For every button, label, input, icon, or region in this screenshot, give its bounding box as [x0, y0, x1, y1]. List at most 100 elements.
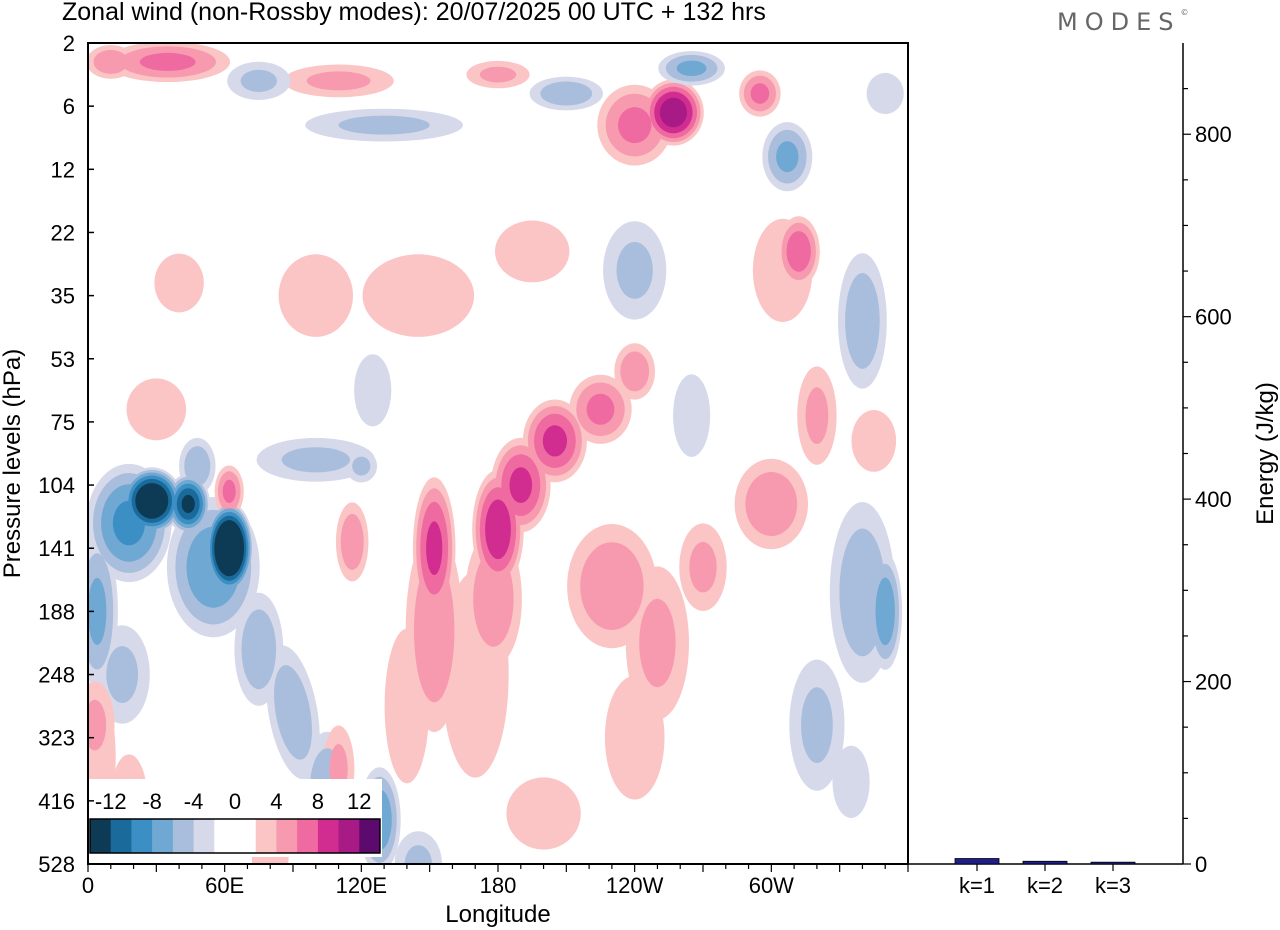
y-tick-label: 188 [38, 599, 75, 624]
x-tick-label: 120W [606, 873, 664, 898]
heatmap-area [88, 43, 904, 864]
y-tick-label: 323 [38, 726, 75, 751]
x-tick-label: 0 [82, 873, 94, 898]
colorbar-swatch [255, 819, 277, 853]
y-tick-label: 2 [63, 31, 75, 56]
wind-contour-59-0 [154, 253, 204, 313]
wind-contour-45-1 [338, 115, 430, 135]
colorbar-label: -12 [95, 789, 127, 814]
wind-contour-38-4 [659, 97, 688, 128]
energy-tick-label: 600 [1195, 305, 1232, 330]
wind-contour-39-2 [618, 107, 652, 144]
wind-contour-64-1 [801, 687, 833, 763]
colorbar-swatch [235, 819, 257, 853]
colorbar-frame [89, 818, 381, 854]
wind-contour-18-1 [414, 558, 455, 703]
wind-contour-10-1 [184, 446, 211, 487]
wind-contour-55-0 [673, 374, 711, 457]
wind-contour-44-1 [479, 66, 517, 83]
energy-x-label: k=3 [1095, 873, 1131, 898]
wind-contour-49-2 [776, 141, 799, 173]
logo-text: MODES [1057, 8, 1181, 36]
y-tick-label: 12 [51, 157, 75, 182]
y-tick-label: 528 [38, 852, 75, 877]
wind-contour-66-1 [88, 699, 107, 751]
wind-contour-36-1 [805, 387, 829, 444]
wind-contour-15-2 [222, 479, 236, 503]
colorbar-swatch [276, 819, 298, 853]
wind-contour-58-0 [278, 254, 353, 337]
wind-contour-53-1 [616, 242, 653, 299]
wind-contour-5-2 [88, 577, 107, 645]
wind-contour-50-0 [866, 72, 904, 115]
wind-contour-29-1 [745, 472, 798, 536]
modes-logo: MODES© [1057, 8, 1189, 36]
wind-contour-25-1 [473, 550, 514, 647]
energy-bar-chart: 0 200 400 600 800 Energy (J/kg) k=1 k=2 k=3 [908, 43, 1279, 898]
wind-contour-41-2 [139, 52, 196, 71]
wind-contour-40-2 [750, 83, 770, 104]
y-tick-label: 35 [51, 284, 75, 309]
energy-tick-label: 200 [1195, 670, 1232, 695]
wind-contour-14-1 [404, 845, 432, 864]
y-tick-label: 75 [51, 410, 75, 435]
x-tick-label: 60W [749, 873, 794, 898]
wind-contour-23-2 [586, 393, 615, 425]
colorbar-swatch [110, 819, 132, 853]
wind-contour-0-6 [140, 488, 164, 514]
energy-tick-label: 800 [1195, 122, 1232, 147]
wind-contour-51-2 [786, 231, 811, 272]
wind-contour-61-0 [354, 354, 392, 427]
colorbar-swatch [338, 819, 360, 853]
x-axis-title: Longitude [445, 901, 550, 928]
x-tick-label: 120E [336, 873, 387, 898]
energy-axis-title: Energy (J/kg) [1252, 382, 1279, 525]
energy-x-label: k=1 [959, 873, 995, 898]
wind-contour-46-1 [540, 81, 593, 106]
y-tick-label: 248 [38, 663, 75, 688]
colorbar: -12 -8 -4 0 4 8 12 [88, 779, 382, 857]
wind-contour-21-3 [509, 467, 533, 503]
wind-contour-48-1 [240, 69, 277, 92]
energy-bar-k=3 [1090, 861, 1136, 865]
wind-contour-56-0 [362, 254, 475, 337]
colorbar-swatch [172, 819, 195, 853]
colorbar-swatch [317, 819, 340, 853]
wind-contour-24-1 [620, 351, 650, 392]
wind-contour-30-1 [689, 541, 717, 593]
wind-contour-42-1 [93, 49, 129, 74]
energy-bar-k=2 [1022, 860, 1068, 865]
wind-contour-28-1 [639, 598, 676, 688]
energy-bar-k=1 [954, 858, 1000, 865]
wind-contour-32-0 [506, 777, 581, 850]
y-tick-label: 22 [51, 220, 75, 245]
wind-contour-16-1 [340, 513, 364, 570]
wind-contour-63-2 [875, 577, 895, 646]
wind-contour-11-1 [281, 447, 350, 473]
wind-contour-54-1 [845, 273, 880, 369]
wind-contour-27-1 [580, 542, 644, 630]
colorbar-swatch [152, 819, 174, 853]
wind-contour-7-1 [274, 665, 312, 760]
wind-contour-1-5 [181, 494, 195, 514]
y-tick-label: 141 [38, 536, 75, 561]
x-tick-label: 180 [480, 873, 517, 898]
wind-contour-2-6 [217, 525, 242, 572]
wind-contour-43-1 [306, 71, 371, 91]
colorbar-label: 4 [270, 789, 282, 814]
y-tick-label: 416 [38, 789, 75, 814]
colorbar-swatch [359, 819, 381, 853]
colorbar-label: -4 [184, 789, 204, 814]
chart-title: Zonal wind (non-Rossby modes): 20/07/202… [62, 0, 766, 26]
wind-contour-37-0 [851, 410, 897, 472]
wind-contour-22-3 [542, 425, 568, 457]
colorbar-swatch [297, 819, 319, 853]
wind-contour-31-0 [604, 675, 665, 800]
y-tick-label: 6 [63, 94, 75, 119]
wind-contour-6-1 [241, 609, 277, 690]
energy-tick-label: 0 [1195, 852, 1207, 877]
x-tick-label: 60E [205, 873, 244, 898]
colorbar-swatch [193, 819, 215, 853]
wind-contour-60-0 [126, 378, 187, 441]
